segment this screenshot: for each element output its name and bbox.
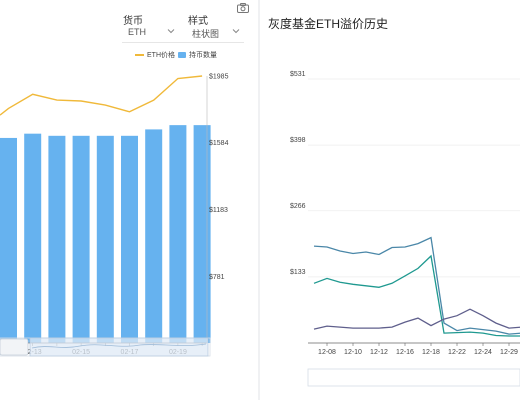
holdings-bar[interactable] [145,129,163,343]
eth-price-line [0,75,203,116]
holdings-bar[interactable] [48,135,66,343]
legend-holdings[interactable]: 持币数量 [178,50,217,60]
y-tick-label: $1985 [209,74,229,81]
y-tick-label: $781 [209,274,225,281]
y-tick-label: $1584 [209,140,229,147]
camera-icon[interactable] [237,3,249,13]
legend-line-swatch [135,54,144,56]
holdings-price-chart: 02-1302-1502-1702-19 $781$1183$1584$1985 [0,74,229,357]
style-select[interactable]: 柱状图 [192,29,220,39]
currency-label: 货币 [123,16,143,27]
style-label: 样式 [188,16,208,27]
eth-holdings-panel: 货币 ETH 样式 柱状图 ETH价格 持币数量 02-1302-1502-17… [0,0,258,400]
holdings-bar[interactable] [72,135,90,343]
legend-holdings-label: 持币数量 [189,52,217,59]
holdings-bar[interactable] [24,133,42,343]
holdings-bar[interactable] [0,137,17,343]
holdings-bar[interactable] [169,125,187,344]
panel-divider [258,0,260,400]
legend-eth-price[interactable]: ETH价格 [135,50,175,60]
legend-bar-swatch [178,52,186,58]
zoom-slider-left-handle[interactable] [0,338,29,356]
zoom-slider-preview [31,343,207,349]
holdings-bar[interactable] [121,135,138,343]
chevron-down-icon[interactable] [167,28,175,34]
holdings-bar[interactable] [193,125,211,344]
premium-history-panel [260,0,520,400]
holdings-bar[interactable] [96,135,114,343]
y-tick-label: $1183 [209,207,228,214]
currency-select[interactable]: ETH [128,27,146,37]
page-title: 灰度基金ETH溢价历史 [268,17,389,31]
controls-underline [122,42,244,43]
chevron-down-icon[interactable] [232,28,240,34]
legend-eth-price-label: ETH价格 [147,52,175,59]
zoom-slider-window[interactable] [29,337,209,357]
